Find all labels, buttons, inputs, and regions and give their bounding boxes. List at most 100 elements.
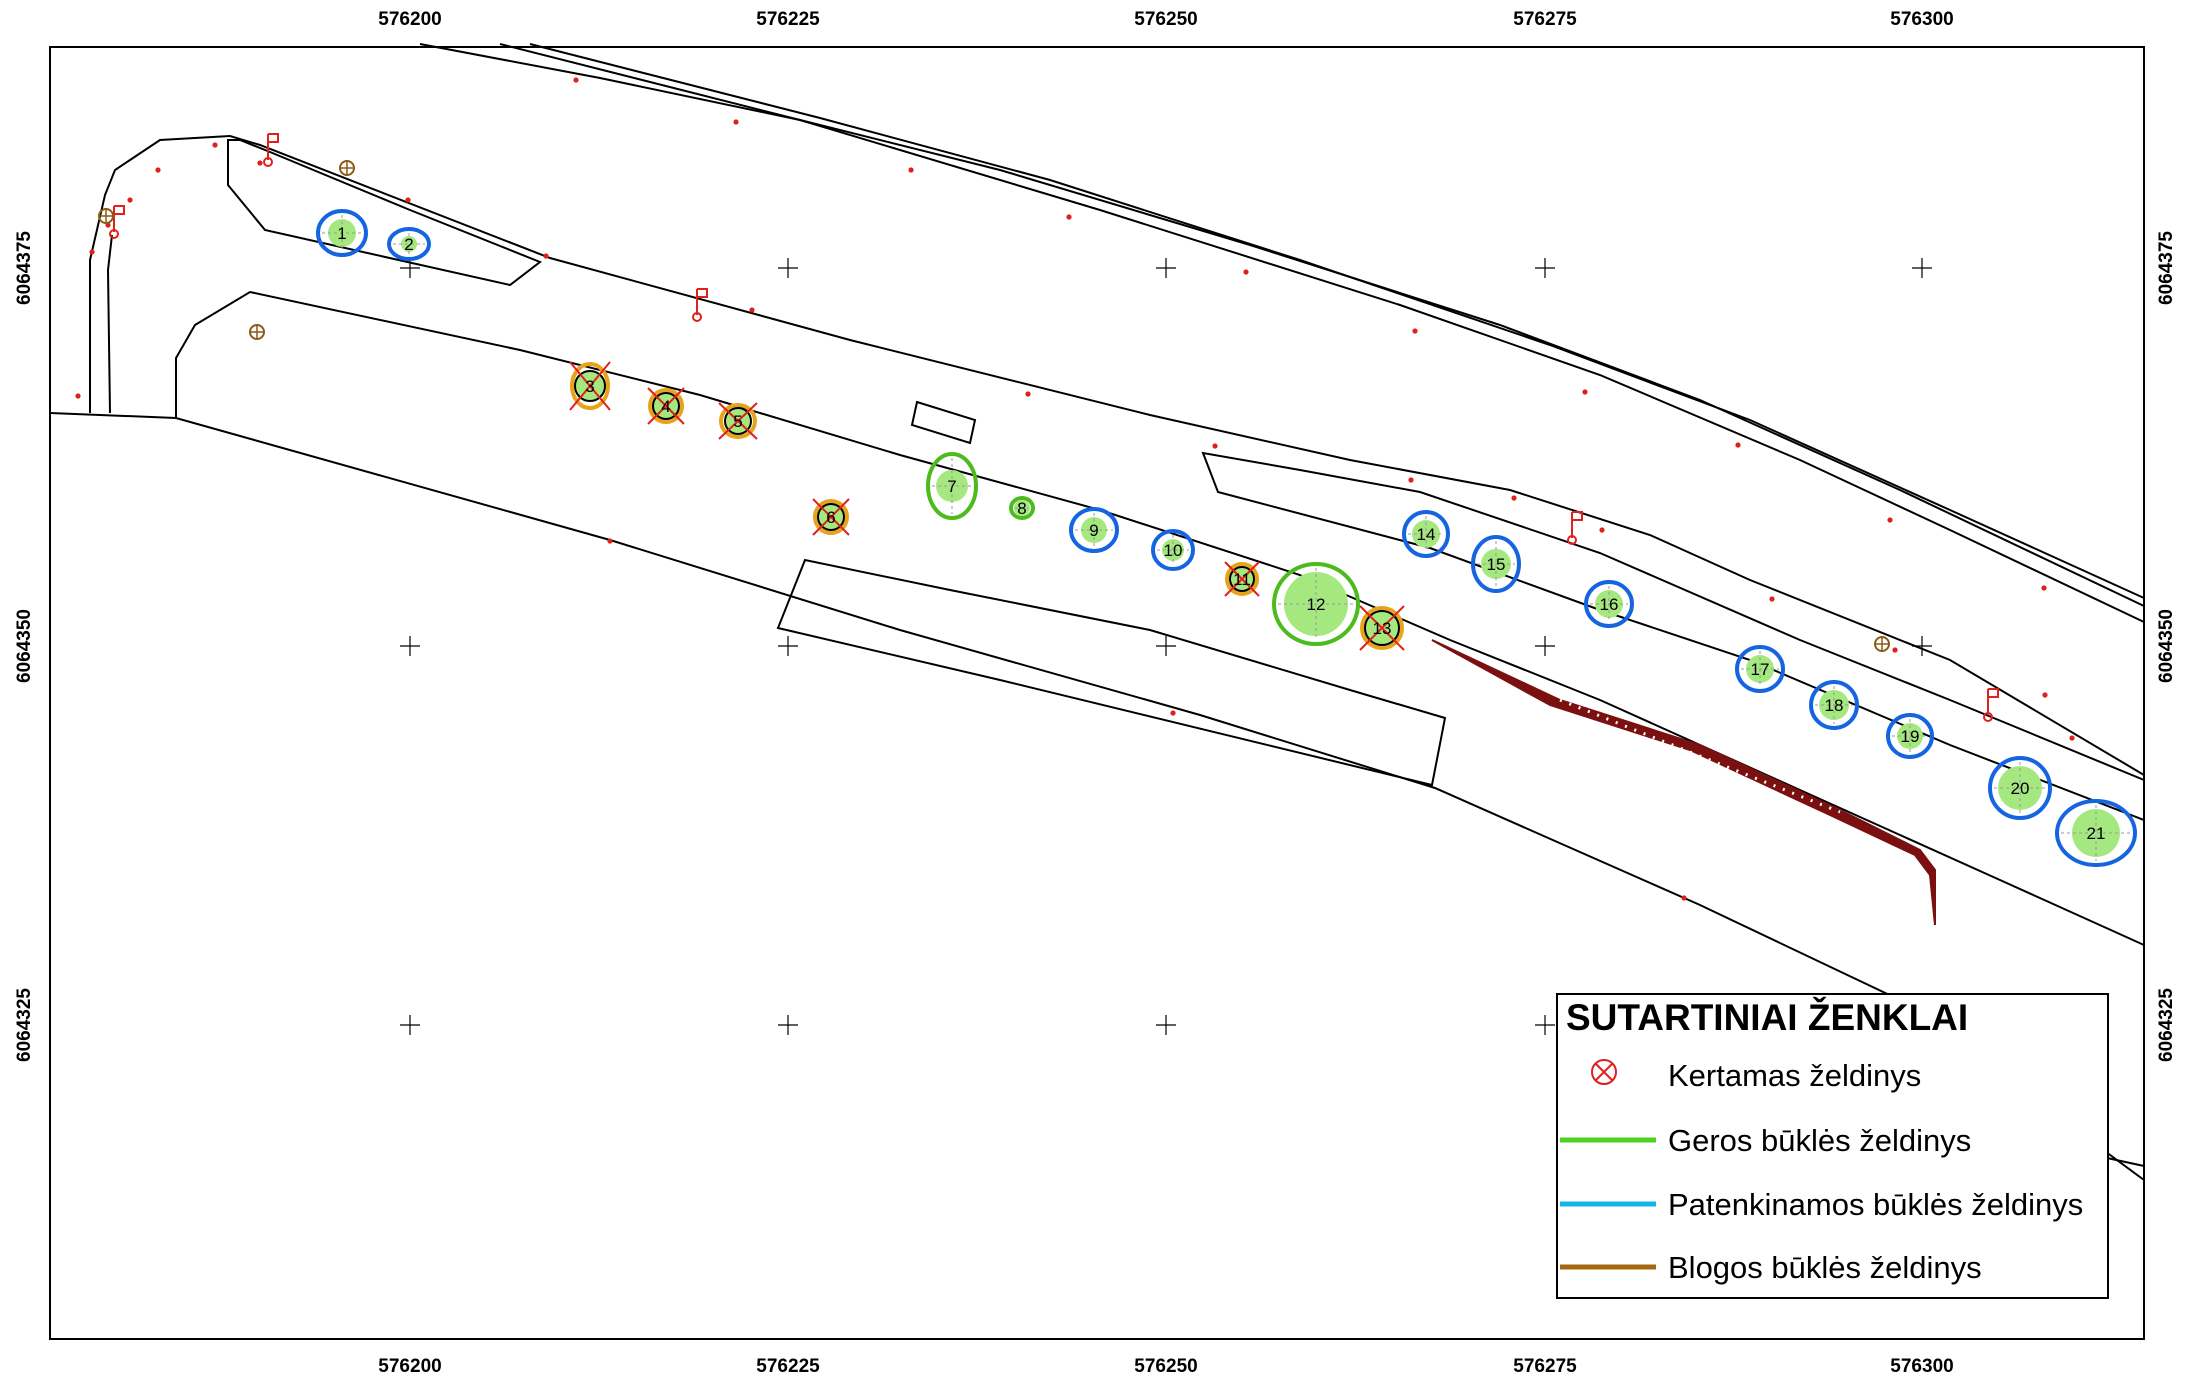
tree-2[interactable]: 2 (387, 227, 431, 261)
survey-point (257, 160, 263, 166)
tree-canopy (2072, 809, 2120, 857)
tree-number: 10 (1164, 541, 1183, 560)
survey-point (1735, 442, 1741, 448)
road-line (529, 43, 2145, 599)
survey-point (908, 167, 914, 173)
well-icon (98, 208, 114, 224)
tree-20[interactable]: 20 (1988, 756, 2052, 820)
tree-6[interactable]: 6 (812, 498, 850, 536)
hydrant-icon (692, 288, 708, 322)
tree-number: 8 (1017, 499, 1026, 518)
base-map-lines (49, 43, 2145, 1181)
tree-number: 6 (826, 508, 835, 527)
tree-number: 4 (661, 397, 670, 416)
tree-7[interactable]: 7 (926, 452, 978, 520)
tree-number: 13 (1373, 619, 1392, 638)
tree-outline (387, 227, 431, 261)
x-tick-top: 576300 (1890, 9, 1953, 30)
tree-outline (813, 499, 849, 535)
tree-number: 14 (1417, 525, 1436, 544)
tree-number: 20 (2011, 779, 2030, 798)
tree-15[interactable]: 15 (1471, 535, 1521, 593)
tree-18[interactable]: 18 (1809, 680, 1859, 730)
survey-point (1681, 895, 1687, 901)
survey-point (1412, 328, 1418, 334)
well-icon (1874, 636, 1890, 652)
tree-outline (570, 362, 610, 410)
tree-number: 2 (404, 235, 413, 254)
tree-8[interactable]: 8 (1009, 496, 1035, 520)
tree-number: 16 (1600, 595, 1619, 614)
hydrant-icon (1983, 688, 1999, 722)
tree-outline (2055, 799, 2137, 867)
tree-12[interactable]: 12 (1272, 562, 1360, 646)
survey-point (1408, 477, 1414, 483)
x-tick-bottom: 576250 (1134, 1356, 1197, 1377)
road-line (419, 43, 2145, 623)
legend-label: Patenkinamos būklės želdinys (1668, 1187, 2084, 1222)
well-markers (98, 160, 1890, 652)
legend-label: Geros būklės želdinys (1668, 1123, 1972, 1158)
x-tick-bottom: 576300 (1890, 1356, 1953, 1377)
tree-16[interactable]: 16 (1584, 580, 1634, 628)
hydrant-icon (263, 133, 279, 167)
tree-number: 11 (1233, 570, 1251, 589)
tree-9[interactable]: 9 (1069, 507, 1119, 553)
survey-point (1066, 214, 1072, 220)
road-line (89, 134, 2145, 776)
x-tick-bottom: 576225 (756, 1356, 820, 1377)
tree-4[interactable]: 4 (647, 387, 685, 425)
x-tick-top: 576200 (378, 9, 441, 30)
legend-box: SUTARTINIAI ŽENKLAI Kertamas želdinys Ge… (1556, 993, 2109, 1299)
tree-number: 7 (947, 477, 956, 496)
legend-item-fair: Patenkinamos būklės želdinys (1558, 1179, 2107, 1229)
legend-title: SUTARTINIAI ŽENKLAI (1566, 997, 1969, 1038)
tree-5[interactable]: 5 (718, 402, 758, 440)
tree-outline (1886, 713, 1934, 759)
survey-point (2042, 692, 2048, 698)
survey-point (1025, 391, 1031, 397)
tree-14[interactable]: 14 (1402, 510, 1450, 558)
tree-outline (1069, 507, 1119, 553)
survey-point (1887, 517, 1893, 523)
survey-point (155, 167, 161, 173)
tree-number: 3 (585, 377, 594, 396)
cut-marker-icon (718, 402, 758, 440)
tree-outline (1009, 496, 1035, 520)
cut-marker-icon (569, 361, 611, 411)
survey-point (543, 253, 549, 259)
hydrant-icon (109, 205, 125, 239)
survey-point (1170, 710, 1176, 716)
survey-point (733, 119, 739, 125)
survey-point (212, 142, 218, 148)
x-tick-top: 576250 (1134, 9, 1197, 30)
tree-number: 5 (733, 412, 742, 431)
y-tick-left: 6064325 (14, 988, 35, 1062)
cut-marker-icon (1224, 561, 1260, 597)
survey-point (1582, 389, 1588, 395)
tree-10[interactable]: 10 (1151, 529, 1195, 571)
tree-1[interactable]: 1 (316, 209, 368, 257)
x-tick-top: 576225 (756, 9, 820, 30)
tree-19[interactable]: 19 (1886, 713, 1934, 759)
y-tick-right: 6064375 (2156, 231, 2177, 305)
tree-outline (648, 388, 684, 424)
tree-13[interactable]: 13 (1359, 605, 1405, 651)
tree-outline (1988, 756, 2052, 820)
tree-17[interactable]: 17 (1735, 645, 1785, 693)
tree-outline (1402, 510, 1450, 558)
tree-3[interactable]: 3 (569, 361, 611, 411)
survey-point (89, 249, 95, 255)
hydrant-icon (1567, 511, 1583, 545)
tree-number: 17 (1751, 660, 1770, 679)
legend-label: Blogos būklės želdinys (1668, 1250, 1982, 1285)
x-tick-top: 576275 (1513, 9, 1577, 30)
survey-point (573, 77, 579, 83)
survey-point (405, 197, 411, 203)
tree-21[interactable]: 21 (2055, 799, 2137, 867)
tree-number: 21 (2087, 824, 2106, 843)
tree-11[interactable]: 11 (1224, 561, 1260, 597)
slope-band (1431, 639, 1936, 926)
